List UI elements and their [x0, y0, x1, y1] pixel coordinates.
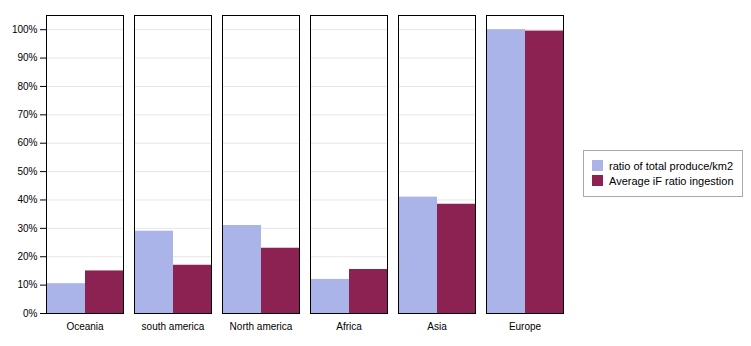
- svg-text:40%: 40%: [17, 194, 37, 205]
- svg-text:70%: 70%: [17, 109, 37, 120]
- svg-text:Europe: Europe: [509, 321, 542, 332]
- svg-text:Africa: Africa: [336, 321, 362, 332]
- svg-text:Oceania: Oceania: [66, 321, 104, 332]
- svg-text:Asia: Asia: [427, 321, 447, 332]
- svg-text:80%: 80%: [17, 81, 37, 92]
- html-text:ratio of total produce/km2: ratio of total produce/km2: [609, 159, 734, 172]
- svg-text:30%: 30%: [17, 223, 37, 234]
- svg-text:south america: south america: [142, 321, 205, 332]
- svg-text:60%: 60%: [17, 137, 37, 148]
- svg-text:50%: 50%: [17, 166, 37, 177]
- svg-text:100%: 100%: [12, 24, 38, 35]
- svg-text:0%: 0%: [23, 308, 38, 319]
- svg-text:90%: 90%: [17, 52, 37, 63]
- svg-text:20%: 20%: [17, 251, 37, 262]
- svg-text:North america: North america: [230, 321, 293, 332]
- svg-text:10%: 10%: [17, 279, 37, 290]
- html-text:Average iF ratio ingestion: Average iF ratio ingestion: [609, 174, 734, 187]
